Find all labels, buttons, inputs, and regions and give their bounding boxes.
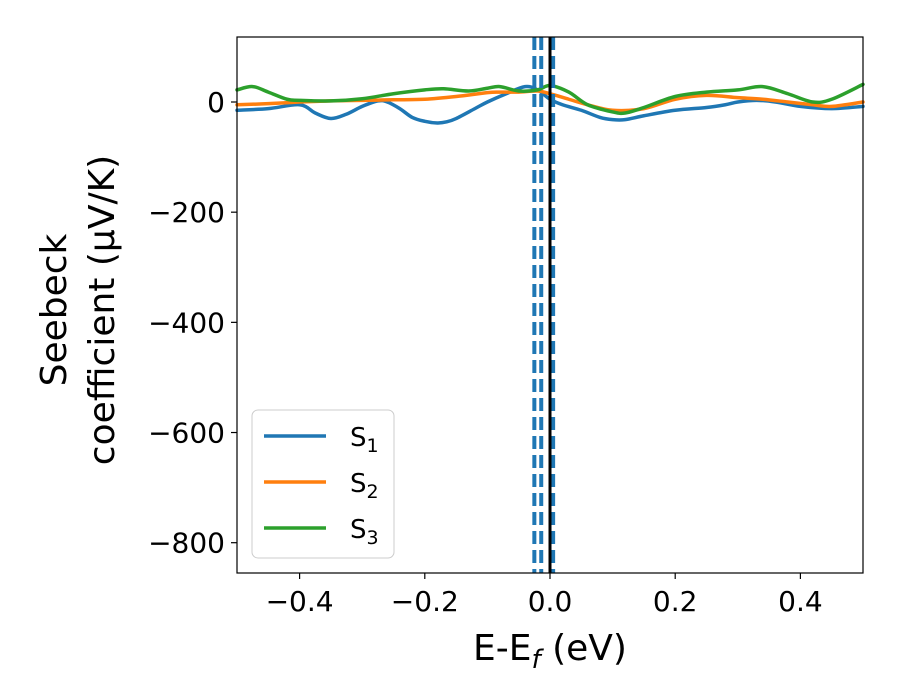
y-axis-label-line2: coefficient (μV/K) <box>82 155 123 465</box>
x-tick-label: −0.4 <box>266 585 334 618</box>
x-axis: −0.4 −0.2 0.0 0.2 0.4 <box>266 573 823 618</box>
series-line-s3 <box>235 82 865 116</box>
y-tick-label: −400 <box>148 306 225 339</box>
legend-label-s1: S1 <box>350 423 379 457</box>
y-axis: 0 −200 −400 −600 −800 <box>148 86 237 560</box>
x-tick-label: 0.4 <box>778 585 823 618</box>
x-tick-label: 0.2 <box>653 585 698 618</box>
x-axis-label: E-Ef (eV) <box>473 628 627 675</box>
y-tick-label: −800 <box>148 527 225 560</box>
y-tick-label: 0 <box>207 86 225 119</box>
legend: S1 S2 S3 <box>251 409 395 559</box>
legend-box <box>251 409 395 559</box>
y-tick-label: −600 <box>148 417 225 450</box>
y-tick-label: −200 <box>148 196 225 229</box>
legend-label-s3: S3 <box>350 515 379 549</box>
x-tick-label: 0.0 <box>528 585 573 618</box>
y-axis-label-line1: Seebeck <box>34 233 75 386</box>
x-tick-label: −0.2 <box>391 585 459 618</box>
legend-label-s2: S2 <box>350 469 379 503</box>
reference-lines <box>532 37 556 573</box>
